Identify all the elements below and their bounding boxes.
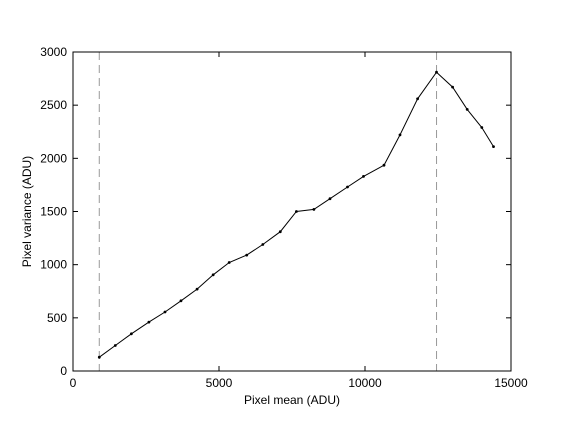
x-axis-label: Pixel mean (ADU) — [244, 393, 340, 407]
data-point — [163, 310, 167, 314]
data-point — [382, 163, 386, 167]
data-point — [147, 320, 151, 324]
x-tick-label: 15000 — [494, 376, 528, 390]
y-tick-label: 0 — [60, 364, 67, 378]
y-tick-label: 2500 — [40, 98, 67, 112]
data-point — [295, 210, 298, 213]
plot-area-background — [73, 52, 511, 371]
x-axis-ticks: 0 5000 10000 15000 — [70, 52, 528, 390]
data-point — [179, 299, 183, 303]
data-point — [346, 185, 349, 189]
y-axis-ticks: 0 500 1000 1500 2000 2500 3000 — [40, 45, 511, 378]
data-point — [465, 108, 469, 111]
reference-lines — [98, 52, 438, 371]
data-point — [227, 261, 231, 264]
y-axis-label: Pixel variance (ADU) — [20, 156, 34, 267]
data-point — [130, 332, 133, 336]
data-point — [416, 97, 419, 101]
data-point — [492, 145, 495, 149]
y-tick-label: 1000 — [40, 258, 67, 272]
data-point — [245, 253, 249, 257]
data-point — [211, 273, 215, 277]
data-point — [362, 175, 365, 178]
data-point — [195, 287, 199, 291]
data-point — [113, 344, 117, 347]
data-point — [451, 85, 454, 89]
data-point — [435, 70, 438, 74]
data-point — [398, 133, 402, 137]
data-point — [97, 355, 101, 359]
x-tick-label: 10000 — [348, 376, 382, 390]
y-tick-label: 3000 — [40, 45, 67, 59]
x-tick-label: 5000 — [206, 376, 233, 390]
y-tick-label: 2000 — [40, 151, 67, 165]
x-tick-label: 0 — [70, 376, 77, 390]
data-point — [261, 243, 265, 246]
data-point — [480, 126, 484, 129]
y-tick-label: 1500 — [40, 205, 67, 219]
series-layer — [97, 70, 495, 359]
data-point — [312, 208, 316, 211]
data-point — [328, 197, 332, 201]
y-tick-label: 500 — [47, 311, 67, 325]
data-point — [278, 230, 282, 234]
